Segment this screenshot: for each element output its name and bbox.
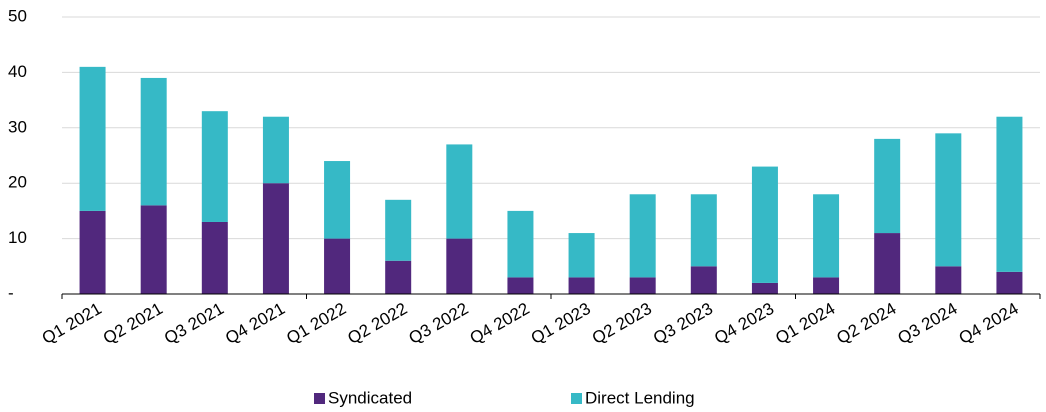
bar-segment	[568, 233, 595, 278]
x-tick-label: Q2 2024	[833, 299, 899, 348]
legend-swatch	[314, 393, 325, 404]
x-tick-label: Q2 2022	[344, 299, 410, 348]
bar-segment	[446, 238, 473, 294]
x-tick-label: Q2 2021	[100, 299, 166, 348]
bar-segment	[385, 260, 412, 294]
bar-segment	[201, 111, 228, 222]
bar-segment	[751, 166, 778, 283]
x-tick-label: Q1 2023	[528, 299, 594, 348]
bar-segment	[690, 266, 717, 294]
bar-segment	[813, 194, 840, 278]
bar-segment	[385, 199, 412, 261]
bar-segment	[690, 194, 717, 267]
x-tick-label: Q3 2021	[161, 299, 227, 348]
bar-segment	[874, 138, 901, 234]
x-tick-label: Q4 2023	[711, 299, 777, 348]
x-tick-label: Q4 2021	[222, 299, 288, 348]
bar-segment	[324, 238, 351, 294]
bar-segment	[813, 277, 840, 294]
bar-segment	[935, 266, 962, 294]
x-tick-label: Q1 2022	[283, 299, 349, 348]
bar-segment	[324, 161, 351, 239]
bar-segment	[996, 271, 1023, 294]
bar-segment	[262, 116, 289, 184]
legend-label: Direct Lending	[585, 388, 695, 407]
bar-segment	[751, 282, 778, 294]
bar-segment	[79, 66, 106, 211]
x-tick-label: Q3 2022	[406, 299, 472, 348]
bar-segment	[507, 277, 534, 294]
bar-segment	[140, 205, 167, 294]
y-tick-label: -	[8, 283, 14, 302]
y-tick-label: 30	[8, 117, 27, 136]
bar-segment	[507, 210, 534, 278]
y-tick-label: 10	[8, 228, 27, 247]
bar-segment	[446, 144, 473, 239]
legend-label: Syndicated	[328, 388, 412, 407]
bar-segment	[79, 210, 106, 294]
x-tick-label: Q3 2023	[650, 299, 716, 348]
x-tick-label: Q4 2022	[467, 299, 533, 348]
x-tick-label: Q3 2024	[895, 299, 961, 348]
bar-segment	[996, 116, 1023, 272]
bar-segment	[201, 221, 228, 294]
y-tick-label: 50	[8, 6, 27, 25]
bar-segment	[874, 233, 901, 294]
bar-segment	[140, 77, 167, 206]
x-tick-label: Q2 2023	[589, 299, 655, 348]
bar-segment	[568, 277, 595, 294]
x-tick-label: Q4 2024	[956, 299, 1022, 348]
y-tick-label: 40	[8, 62, 27, 81]
bar-segment	[935, 133, 962, 267]
bar-segment	[262, 183, 289, 294]
y-tick-label: 20	[8, 173, 27, 192]
bar-segment	[629, 277, 656, 294]
bar-segment	[629, 194, 656, 278]
x-tick-label: Q1 2024	[772, 299, 838, 348]
legend-swatch	[571, 393, 582, 404]
x-tick-label: Q1 2021	[39, 299, 105, 348]
